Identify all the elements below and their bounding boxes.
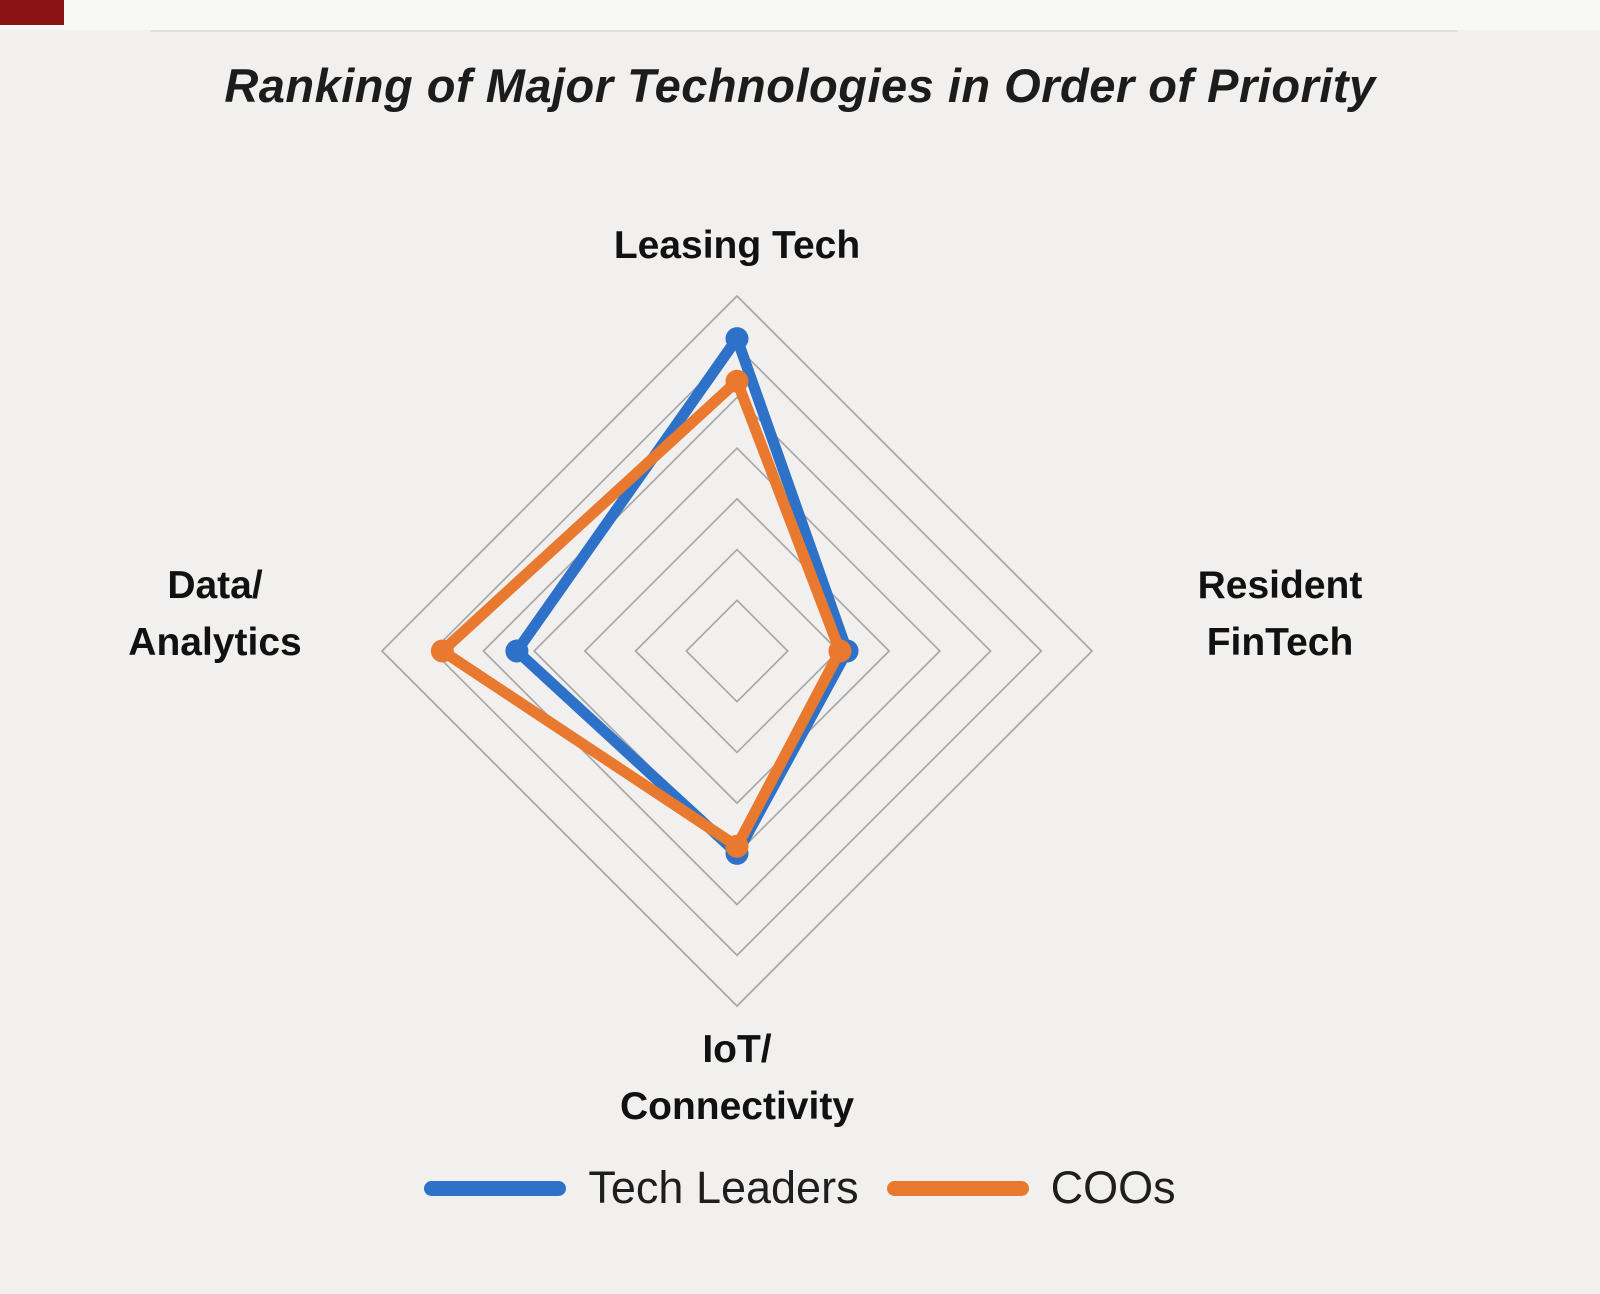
series-point-tech-leaders xyxy=(505,639,529,663)
chart-title: Ranking of Major Technologies in Order o… xyxy=(224,59,1376,112)
series-line-tech-leaders xyxy=(511,333,853,859)
axis-label-leasing-tech: Leasing Tech xyxy=(437,218,1037,275)
grid-ring xyxy=(482,396,992,906)
series-point-tech-leaders xyxy=(725,327,749,351)
grid-ring xyxy=(583,497,891,805)
axis-label-data-analytics: Data/ Analytics xyxy=(65,558,365,671)
axis-label-line: Data/ xyxy=(167,564,263,607)
grid-ring xyxy=(431,345,1043,957)
axis-label-line: IoT/ xyxy=(702,1028,772,1071)
axis-label-resident-fintech: Resident FinTech xyxy=(1130,558,1430,671)
legend-item-coos: COOs xyxy=(886,1162,1176,1214)
axis-label-line: Leasing Tech xyxy=(613,224,861,267)
axis-label-line: Analytics xyxy=(128,620,302,664)
chart-legend: Tech Leaders COOs xyxy=(0,1162,1600,1214)
grid-ring xyxy=(380,294,1094,1008)
series-point-coos xyxy=(430,639,454,663)
corner-marker xyxy=(0,0,64,25)
series-point-coos xyxy=(828,639,852,663)
grid-ring xyxy=(685,599,789,703)
axis-label-line: Resident xyxy=(1197,564,1363,607)
series-point-coos xyxy=(725,834,749,858)
legend-swatch-coos xyxy=(886,1180,1029,1196)
legend-swatch-tech-leaders xyxy=(424,1180,567,1196)
axis-label-line: Connectivity xyxy=(619,1084,855,1128)
series-point-coos xyxy=(725,369,749,393)
legend-label: Tech Leaders xyxy=(588,1162,859,1213)
grid-ring xyxy=(634,548,840,754)
axis-label-iot-connectivity: IoT/ Connectivity xyxy=(437,1022,1037,1135)
legend-item-tech-leaders: Tech Leaders xyxy=(424,1162,859,1214)
axis-label-line: FinTech xyxy=(1206,620,1354,664)
legend-label: COOs xyxy=(1050,1162,1176,1213)
top-divider xyxy=(150,30,1458,32)
top-strip xyxy=(0,0,1600,30)
